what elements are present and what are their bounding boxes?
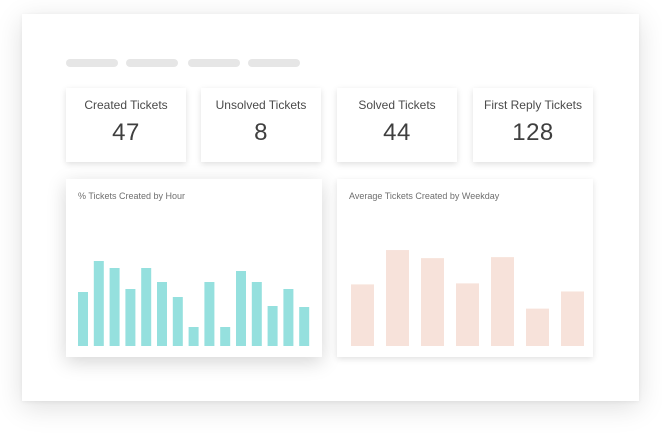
- tickets-by-hour-chart: [78, 261, 310, 346]
- dashboard-window: Created Tickets 47 Unsolved Tickets 8 So…: [22, 14, 639, 401]
- hour-bar-7[interactable]: [172, 297, 183, 346]
- hour-bar-4[interactable]: [125, 289, 136, 346]
- weekday-bar-7[interactable]: [561, 291, 584, 346]
- hour-bar-10[interactable]: [220, 327, 231, 346]
- hour-bar-3[interactable]: [109, 268, 120, 346]
- tab-placeholder-2[interactable]: [126, 59, 178, 67]
- chart-card-tickets-by-weekday[interactable]: Average Tickets Created by Weekday: [337, 179, 593, 357]
- stat-card-first-reply[interactable]: First Reply Tickets 128: [473, 88, 593, 162]
- stat-card-solved[interactable]: Solved Tickets 44: [337, 88, 457, 162]
- hour-bar-8[interactable]: [188, 327, 199, 346]
- weekday-bar-2[interactable]: [386, 250, 409, 346]
- weekday-bar-4[interactable]: [456, 283, 479, 346]
- chart-title: % Tickets Created by Hour: [78, 191, 186, 201]
- weekday-bar-5[interactable]: [491, 257, 514, 346]
- weekday-bar-1[interactable]: [351, 284, 374, 346]
- stat-label: Unsolved Tickets: [215, 98, 307, 112]
- chart-card-tickets-by-hour[interactable]: % Tickets Created by Hour: [66, 179, 322, 357]
- stat-card-unsolved[interactable]: Unsolved Tickets 8: [201, 88, 321, 162]
- tab-placeholder-1[interactable]: [66, 59, 118, 67]
- hour-bar-9[interactable]: [204, 282, 215, 346]
- stat-card-created[interactable]: Created Tickets 47: [66, 88, 186, 162]
- stat-label: Solved Tickets: [358, 98, 436, 112]
- hour-bar-6[interactable]: [157, 282, 167, 346]
- stat-value: 128: [512, 119, 554, 146]
- hour-bar-2[interactable]: [93, 261, 104, 346]
- stat-value: 44: [383, 119, 411, 146]
- tab-placeholder-3[interactable]: [188, 59, 240, 67]
- stat-label: Created Tickets: [84, 98, 168, 112]
- hour-bar-13[interactable]: [267, 306, 278, 346]
- hour-bar-5[interactable]: [141, 268, 152, 346]
- stat-label: First Reply Tickets: [483, 98, 582, 112]
- hour-bar-1[interactable]: [78, 292, 88, 346]
- tab-placeholder-4[interactable]: [248, 59, 300, 67]
- chart-title: Average Tickets Created by Weekday: [349, 191, 500, 201]
- hour-bar-12[interactable]: [251, 282, 262, 346]
- hour-bar-15[interactable]: [299, 307, 310, 346]
- hour-bar-11[interactable]: [236, 271, 246, 346]
- weekday-bar-6[interactable]: [526, 308, 549, 346]
- hour-bar-14[interactable]: [283, 289, 294, 346]
- stat-value: 47: [112, 119, 140, 146]
- weekday-bar-3[interactable]: [421, 258, 444, 346]
- tickets-by-weekday-chart: [351, 250, 584, 346]
- stat-value: 8: [254, 119, 268, 146]
